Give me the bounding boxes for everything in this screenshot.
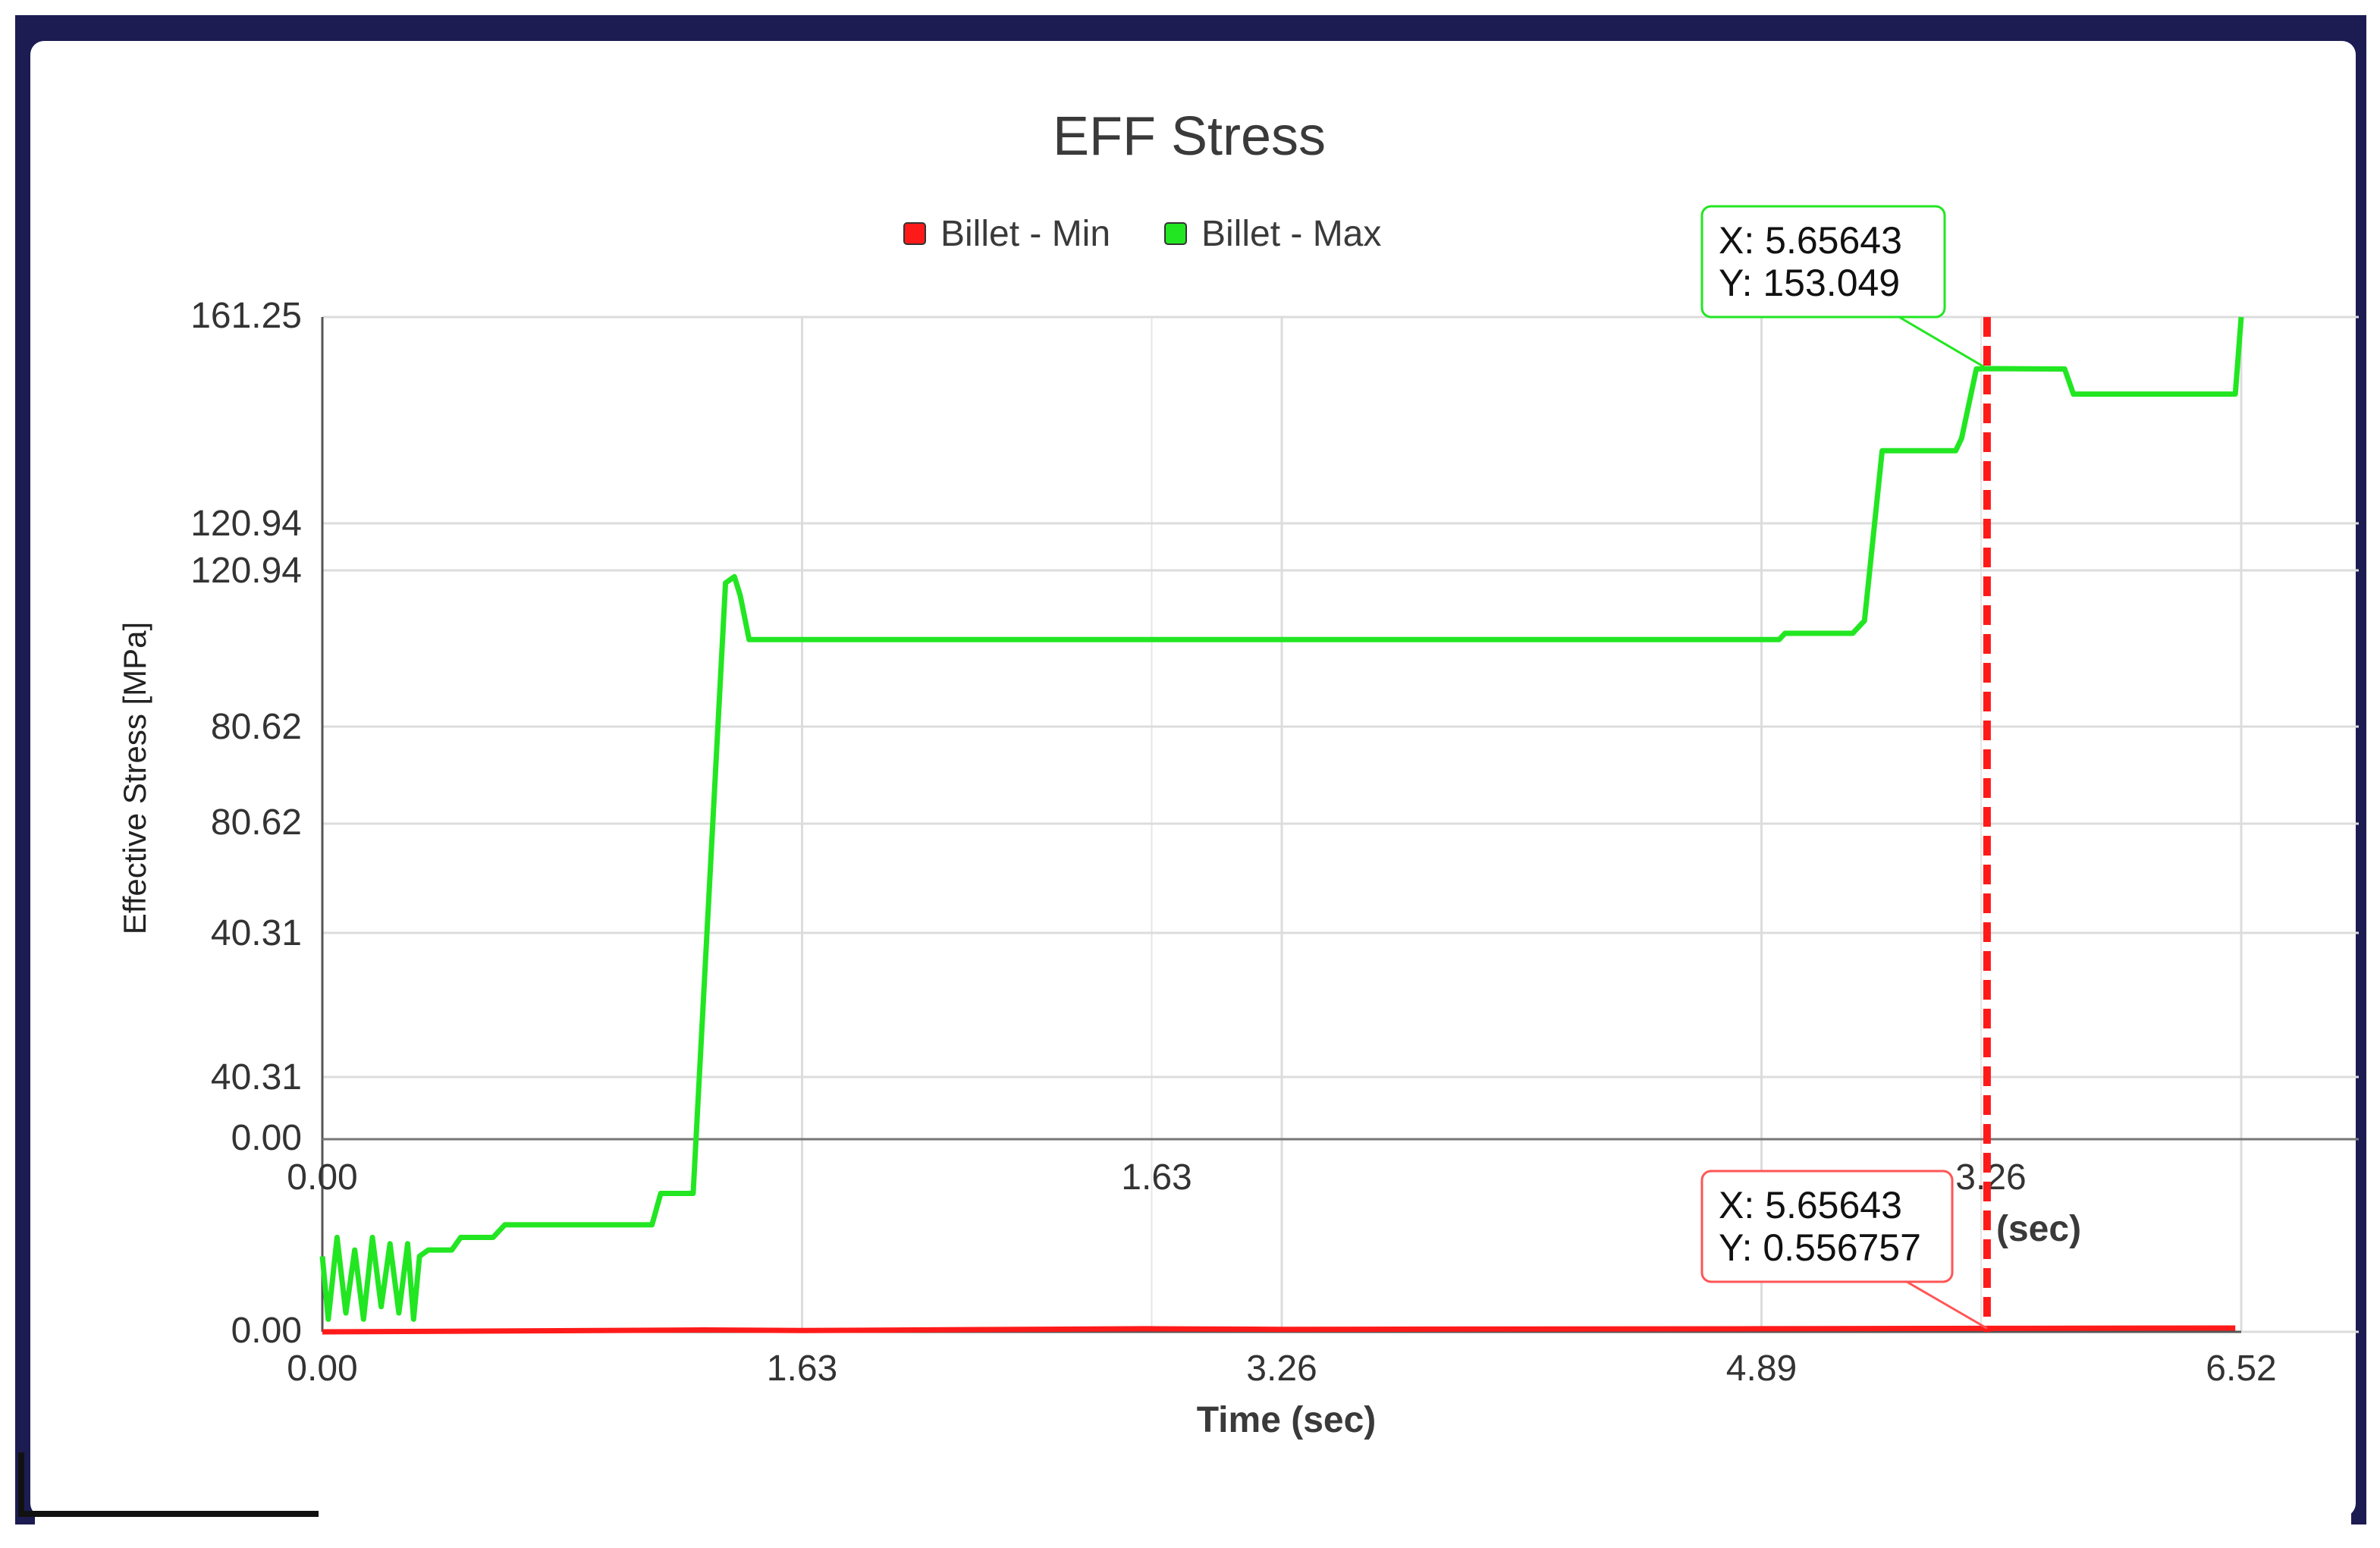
legend-swatch-max [1164,222,1187,245]
y-tick-label-7: 120.94 [190,504,302,544]
callout-pointer [1906,1280,1988,1330]
x-tick-label-3: 4.89 [1726,1349,1797,1389]
x-tick-label-0: 0.00 [287,1349,357,1389]
y-tick-label-3: 40.31 [211,913,302,953]
y-tick-label-6: 120.94 [190,551,302,591]
callout-x-value: X: 5.65643 [1719,219,1902,262]
callout-y-value: Y: 153.049 [1719,262,1900,304]
overlay-x-tick-label-1: 1.63 [1121,1157,1192,1198]
chart-title: EFF Stress [1053,106,1326,167]
overlay-x-tick-label-2: 3.26 [1955,1157,2026,1198]
corner-mark [18,1452,319,1517]
series [319,316,2244,1335]
legend-label-min: Billet - Min [940,214,1110,254]
x-axis-label: Time (sec) [1197,1400,1377,1440]
callout-box [1700,1170,1954,1283]
y-tick-label-4: 80.62 [211,802,302,843]
y-tick-label-8: 161.25 [190,296,302,336]
x-tick-label-2: 3.26 [1246,1349,1317,1389]
callout-pointer [1898,316,1988,370]
x-tick-label-1: 1.63 [767,1349,837,1389]
legend-label-max: Billet - Max [1201,214,1381,254]
series-line-billet-max [319,316,2244,1322]
series-line-billet-min [322,1325,2236,1335]
callout-x-value: X: 5.65643 [1719,1184,1902,1226]
overlay-x-tick-label-0: 0.00 [287,1157,357,1198]
y-tick-label-0: 0.00 [231,1311,302,1351]
chart-panel [30,41,2356,1517]
y-tick-label-5: 80.62 [211,707,302,747]
legend-swatch-min [903,222,926,245]
overlay-axis: 0.00 1.63 3.26 (sec) [287,1157,2081,1249]
y-tick-label-1: 0.00 [231,1118,302,1158]
legend: Billet - Min Billet - Max [903,214,1381,254]
callout-box [1700,205,1946,319]
y-axis-label: Effective Stress [MPa] [117,622,152,934]
overlay-x-unit: (sec) [1996,1209,2081,1249]
callout-y-value: Y: 0.556757 [1719,1226,1921,1269]
y-tick-label-2: 40.31 [211,1057,302,1097]
x-tick-label-4: 6.52 [2206,1349,2276,1389]
